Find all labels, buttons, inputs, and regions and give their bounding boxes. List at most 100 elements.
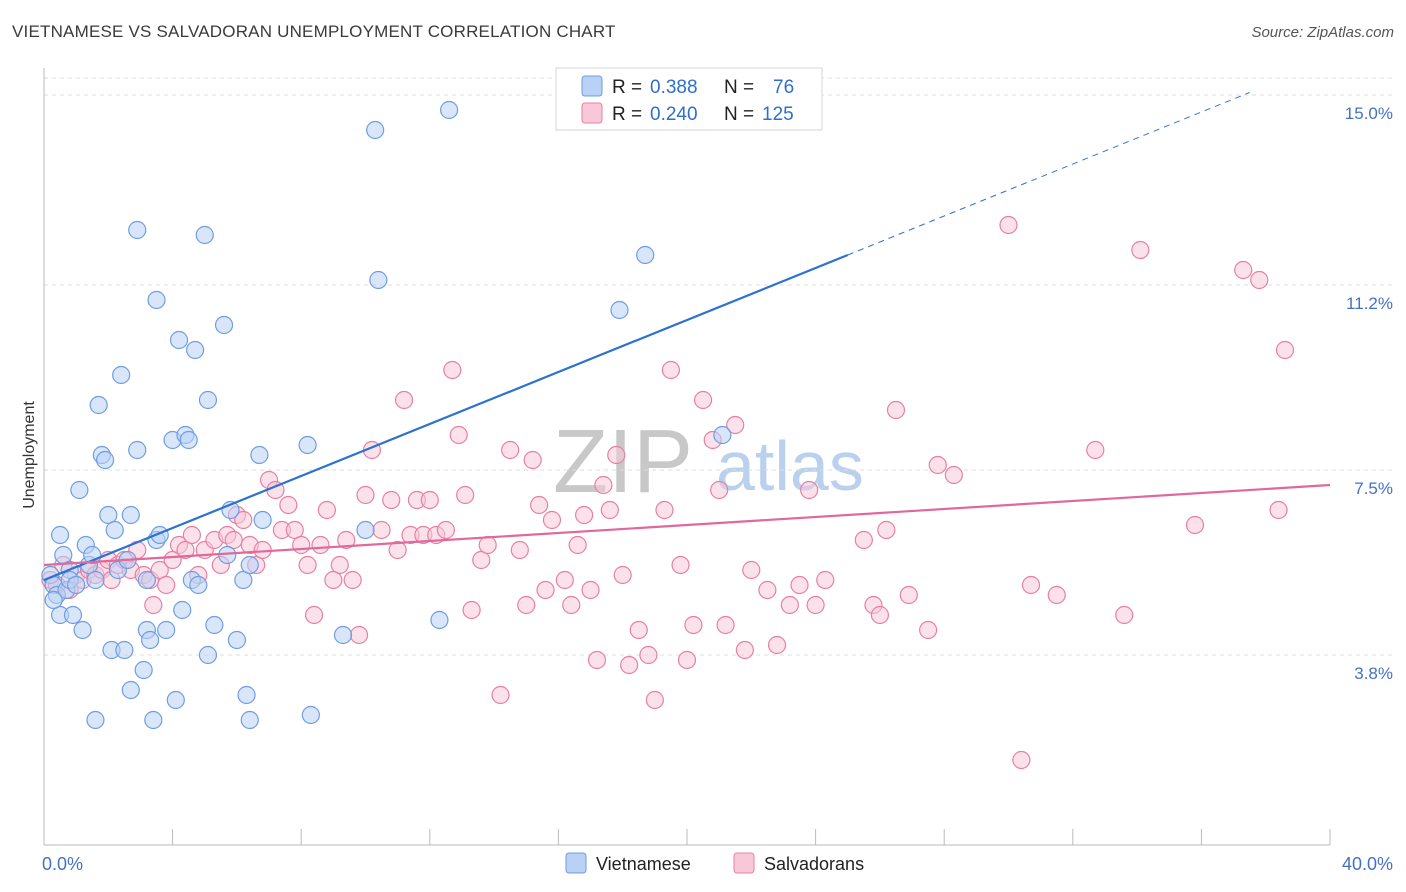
point-vietnamese: [186, 340, 205, 360]
point-salvadorans: [594, 475, 613, 495]
point-vietnamese: [140, 630, 160, 650]
point-salvadorans: [639, 645, 658, 665]
point-salvadorans: [456, 485, 475, 505]
point-salvadorans: [899, 585, 918, 605]
point-vietnamese: [198, 645, 218, 665]
legend-r-label-salvadorans: R =: [612, 104, 642, 125]
point-vietnamese: [157, 620, 176, 640]
point-vietnamese: [173, 600, 192, 620]
point-salvadorans: [337, 530, 356, 550]
point-salvadorans: [677, 650, 697, 670]
point-salvadorans: [388, 540, 407, 560]
point-vietnamese: [366, 120, 385, 140]
point-salvadorans: [462, 600, 481, 620]
point-salvadorans: [587, 650, 607, 670]
point-vietnamese: [227, 630, 246, 650]
trend-line-vietnamese-extension: [847, 92, 1250, 256]
point-vietnamese: [50, 525, 70, 545]
point-salvadorans: [562, 595, 581, 615]
watermark-atlas: atlas: [716, 427, 864, 505]
point-salvadorans: [157, 575, 176, 595]
point-salvadorans: [607, 445, 626, 465]
point-vietnamese: [205, 615, 224, 635]
point-vietnamese: [67, 575, 86, 595]
point-salvadorans: [443, 360, 462, 380]
point-vietnamese: [439, 100, 459, 120]
point-vietnamese: [234, 570, 253, 590]
point-salvadorans: [176, 540, 195, 560]
point-salvadorans: [928, 455, 947, 475]
legend-r-label-vietnamese: R =: [612, 77, 642, 98]
point-salvadorans: [1086, 440, 1105, 460]
point-salvadorans: [575, 505, 594, 525]
point-salvadorans: [726, 415, 745, 435]
point-vietnamese: [128, 220, 147, 240]
legend-r-vietnamese: 0.388: [650, 77, 698, 98]
series-legend: Vietnamese Salvadorans: [565, 852, 864, 874]
bottom-legend-vietnamese: Vietnamese: [596, 854, 691, 874]
point-vietnamese: [128, 440, 147, 460]
point-vietnamese: [73, 620, 92, 640]
legend-n-vietnamese: 76: [773, 77, 794, 98]
point-salvadorans: [298, 555, 317, 575]
point-vietnamese: [253, 510, 272, 530]
point-vietnamese: [144, 710, 163, 730]
point-salvadorans: [311, 535, 330, 555]
legend-n-label-salvadorans: N =: [724, 104, 754, 125]
point-salvadorans: [356, 485, 375, 505]
point-salvadorans: [317, 500, 337, 520]
point-vietnamese: [86, 570, 105, 590]
point-salvadorans: [1234, 260, 1253, 280]
point-vietnamese: [179, 430, 198, 450]
watermark-zip: ZIP: [553, 412, 693, 512]
point-salvadorans: [372, 520, 391, 540]
point-salvadorans: [449, 425, 468, 445]
trend-lines: [43, 92, 1331, 582]
point-salvadorans: [349, 625, 369, 645]
y-tick-label: 7.5%: [1354, 479, 1393, 498]
point-salvadorans: [530, 495, 549, 515]
point-vietnamese: [166, 690, 185, 710]
point-vietnamese: [70, 480, 89, 500]
x-tick-label-max: 40.0%: [1342, 854, 1393, 874]
stats-legend: R = 0.388 N = 76 R = 0.240 N = 125: [555, 67, 823, 131]
point-vietnamese: [237, 685, 256, 705]
point-salvadorans: [1131, 240, 1150, 260]
point-salvadorans: [324, 570, 343, 590]
point-salvadorans: [394, 390, 414, 410]
point-salvadorans: [536, 580, 555, 600]
point-salvadorans: [710, 480, 729, 500]
y-tick-label: 3.8%: [1354, 664, 1393, 683]
point-vietnamese: [430, 610, 449, 630]
point-vietnamese: [298, 435, 317, 455]
bottom-legend-swatch-vietnamese: [565, 852, 587, 874]
point-salvadorans: [285, 520, 304, 540]
point-salvadorans: [629, 620, 648, 640]
point-vietnamese: [189, 575, 208, 595]
point-vietnamese: [240, 710, 259, 730]
point-salvadorans: [542, 510, 562, 530]
point-salvadorans: [581, 580, 600, 600]
point-vietnamese: [369, 270, 388, 290]
point-vietnamese: [137, 570, 156, 590]
point-vietnamese: [115, 640, 134, 660]
trend-line-vietnamese: [43, 253, 849, 582]
point-vietnamese: [240, 555, 259, 575]
y-tick-labels: 3.8% 7.5% 11.2% 15.0%: [1345, 104, 1393, 683]
point-salvadorans: [234, 510, 253, 530]
point-vietnamese: [86, 710, 105, 730]
point-vietnamese: [95, 450, 115, 470]
point-salvadorans: [501, 440, 520, 460]
chart-title: VIETNAMESE VS SALVADORAN UNEMPLOYMENT CO…: [12, 22, 616, 41]
point-salvadorans: [735, 640, 754, 660]
point-salvadorans: [767, 635, 787, 655]
point-vietnamese: [301, 705, 320, 725]
point-salvadorans: [1185, 515, 1205, 535]
point-salvadorans: [1275, 340, 1295, 360]
point-salvadorans: [330, 555, 349, 575]
point-vietnamese: [134, 660, 153, 680]
point-salvadorans: [620, 655, 639, 675]
point-vietnamese: [147, 290, 166, 310]
point-salvadorans: [758, 580, 777, 600]
